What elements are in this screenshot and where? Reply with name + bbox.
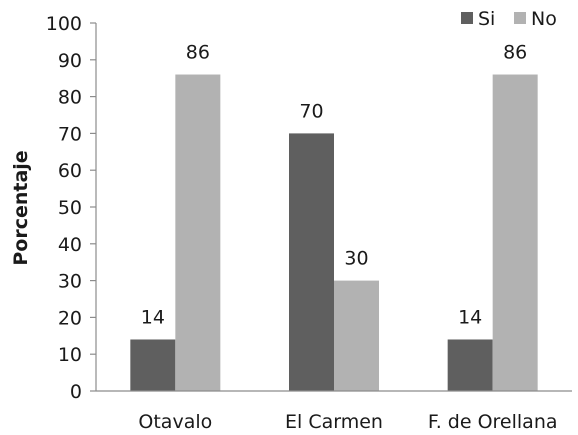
y-tick-label: 20 xyxy=(58,307,82,329)
data-label: 14 xyxy=(141,306,165,328)
bars: 14 86 70 30 14 86 xyxy=(130,42,538,392)
data-label: 30 xyxy=(344,248,368,270)
data-label: 86 xyxy=(503,42,527,64)
bar-no xyxy=(334,280,379,391)
data-label: 86 xyxy=(186,42,210,64)
bar-si xyxy=(130,339,176,391)
y-tick-label: 10 xyxy=(58,344,82,366)
x-axis: Otavalo El Carmen F. de Orellana xyxy=(96,390,572,433)
legend-swatch-si xyxy=(461,12,473,24)
y-axis: 0 10 20 30 40 50 60 70 80 90 100 xyxy=(46,13,97,403)
y-tick-label: 100 xyxy=(46,13,82,35)
bar-no xyxy=(175,74,221,392)
y-tick-label: 40 xyxy=(58,234,82,256)
y-tick-label: 90 xyxy=(58,50,82,72)
data-label: 14 xyxy=(458,306,482,328)
y-tick-label: 50 xyxy=(58,197,82,219)
y-axis-title: Porcentaje xyxy=(10,150,32,265)
y-tick-label: 0 xyxy=(70,381,82,403)
y-tick-label: 80 xyxy=(58,87,82,109)
bar-si xyxy=(447,339,493,391)
data-label: 70 xyxy=(299,100,323,122)
bar-no xyxy=(492,74,538,392)
legend: Si No xyxy=(461,8,557,30)
y-tick-label: 30 xyxy=(58,271,82,293)
legend-label-si: Si xyxy=(478,8,495,30)
y-tick-label: 60 xyxy=(58,160,82,182)
bar-si xyxy=(289,133,334,391)
legend-swatch-no xyxy=(514,12,526,24)
legend-label-no: No xyxy=(531,8,557,30)
y-tick-label: 70 xyxy=(58,123,82,145)
x-tick-label: Otavalo xyxy=(138,411,212,433)
x-tick-label: F. de Orellana xyxy=(428,411,558,433)
x-tick-label: El Carmen xyxy=(285,411,383,433)
